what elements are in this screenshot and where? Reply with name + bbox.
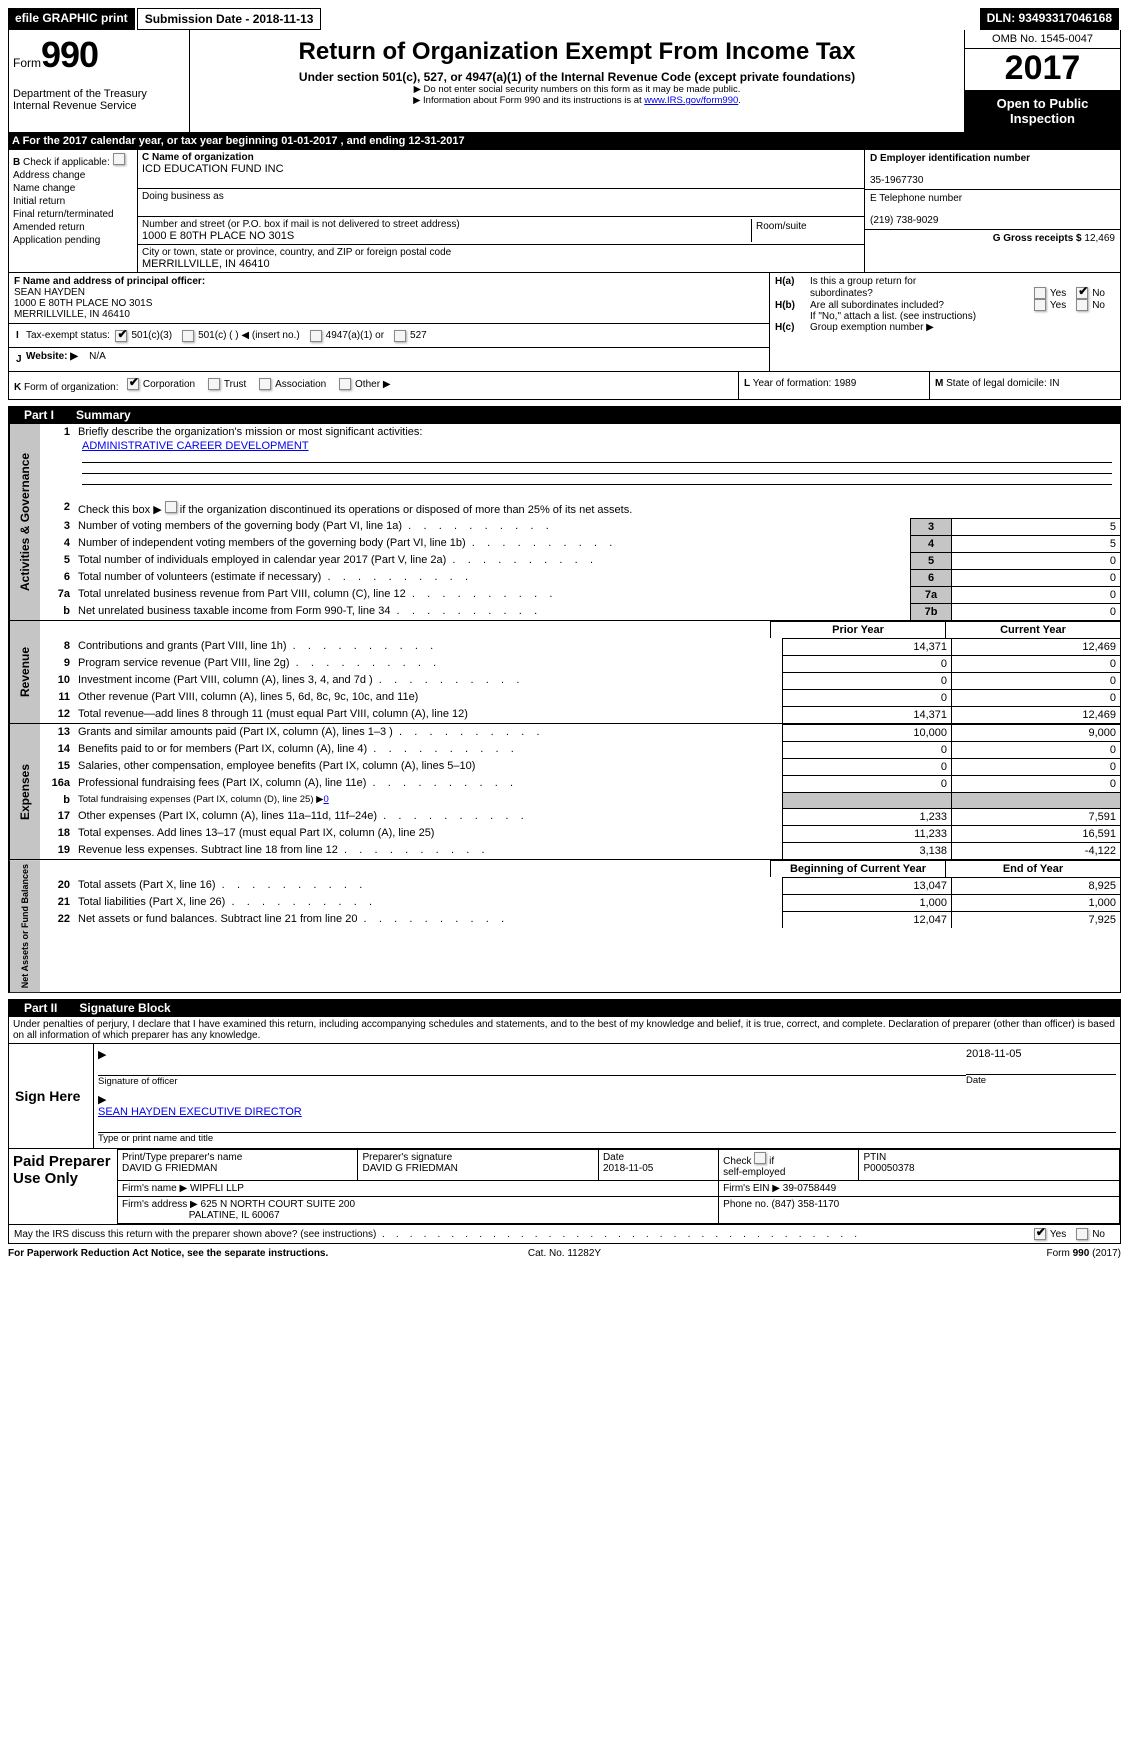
discuss-row: May the IRS discuss this return with the… (9, 1224, 1120, 1243)
opt-initial-return[interactable]: Initial return (13, 196, 133, 207)
firm-address: 625 N NORTH COURT SUITE 200 (201, 1199, 356, 1210)
vtab-revenue: Revenue (9, 621, 40, 723)
l8-prior: 14,371 (782, 638, 951, 655)
info-note: ▶ Information about Form 990 and its ins… (196, 95, 958, 106)
preparer-sig: DAVID G FRIEDMAN (362, 1163, 457, 1174)
org-name: ICD EDUCATION FUND INC (142, 163, 284, 175)
box-h: H(a)Is this a group return for subordina… (769, 273, 1120, 371)
vtab-activities: Activities & Governance (9, 424, 40, 620)
open-public: Open to Public Inspection (965, 90, 1120, 132)
dept-treasury: Department of the Treasury (13, 88, 185, 100)
col-b-check: B Check if applicable: Address change Na… (9, 150, 138, 272)
summary-netassets: Net Assets or Fund Balances Beginning of… (8, 860, 1121, 993)
ssn-note: ▶ Do not enter social security numbers o… (196, 84, 958, 95)
cb-self-employed[interactable] (754, 1152, 766, 1164)
year-formation: 1989 (834, 378, 856, 389)
col-c-org: C Name of organizationICD EDUCATION FUND… (138, 150, 864, 272)
vtab-netassets: Net Assets or Fund Balances (9, 860, 40, 992)
line3-val: 5 (951, 518, 1120, 535)
room-suite: Room/suite (751, 219, 860, 242)
cb-trust[interactable] (208, 378, 220, 390)
irs-link[interactable]: www.IRS.gov/form990 (644, 95, 738, 106)
opt-final-return[interactable]: Final return/terminated (13, 209, 133, 220)
hb-yes[interactable] (1034, 299, 1046, 311)
row-a-tax-year: A For the 2017 calendar year, or tax yea… (8, 133, 1121, 150)
cb-4947[interactable] (310, 330, 322, 342)
col-d: D Employer identification number35-19677… (864, 150, 1120, 272)
l8-curr: 12,469 (951, 638, 1120, 655)
ha-no[interactable] (1076, 287, 1088, 299)
summary-activities: Activities & Governance 1Briefly describ… (8, 424, 1121, 621)
form-subtitle: Under section 501(c), 527, or 4947(a)(1)… (196, 70, 958, 84)
line5-val: 0 (951, 552, 1120, 569)
cb-501c[interactable] (182, 330, 194, 342)
l12-curr: 12,469 (951, 706, 1120, 723)
footer: For Paperwork Reduction Act Notice, see … (8, 1248, 1121, 1259)
website: N/A (89, 351, 106, 368)
city: MERRILLVILLE, IN 46410 (142, 258, 270, 270)
mission: ADMINISTRATIVE CAREER DEVELOPMENT (82, 440, 309, 452)
part2-header: Part IISignature Block (8, 999, 1121, 1017)
irs: Internal Revenue Service (13, 100, 185, 112)
telephone: (219) 738-9029 (870, 215, 938, 226)
cb-assoc[interactable] (259, 378, 271, 390)
entity-box: B Check if applicable: Address change Na… (8, 150, 1121, 273)
opt-address-change[interactable]: Address change (13, 170, 133, 181)
check-applicable-icon[interactable] (113, 153, 125, 165)
form-title: Return of Organization Exempt From Incom… (196, 34, 958, 66)
part1-header: Part ISummary (8, 406, 1121, 424)
preparer-name: DAVID G FRIEDMAN (122, 1163, 217, 1174)
firm-name: WIPFLI LLP (190, 1183, 244, 1194)
form-number: 990 (41, 34, 98, 75)
cb-other[interactable] (339, 378, 351, 390)
discuss-no[interactable] (1076, 1228, 1088, 1240)
street: 1000 E 80TH PLACE NO 301S (142, 230, 294, 242)
discuss-yes[interactable] (1034, 1228, 1046, 1240)
penalties-text: Under penalties of perjury, I declare th… (8, 1017, 1121, 1044)
line7b-val: 0 (951, 603, 1120, 620)
paid-preparer: Paid Preparer Use Only Print/Type prepar… (9, 1148, 1120, 1224)
submission-date: Submission Date - 2018-11-13 (137, 8, 322, 30)
summary-expenses: Expenses 13Grants and similar amounts pa… (8, 724, 1121, 860)
hb-no[interactable] (1076, 299, 1088, 311)
ein: 35-1967730 (870, 175, 923, 186)
klm-row: K Form of organization: Corporation Trus… (8, 372, 1121, 400)
officer-name: SEAN HAYDEN (14, 287, 85, 298)
ha-yes[interactable] (1034, 287, 1046, 299)
top-bar: efile GRAPHIC print Submission Date - 20… (8, 8, 1121, 30)
cb-527[interactable] (394, 330, 406, 342)
line6-val: 0 (951, 569, 1120, 586)
gross-receipts: 12,469 (1084, 233, 1115, 244)
summary-revenue: Revenue Prior YearCurrent Year 8Contribu… (8, 621, 1121, 724)
form-header: Form990 Department of the Treasury Inter… (8, 30, 1121, 133)
omb-number: OMB No. 1545-0047 (965, 30, 1120, 49)
firm-ein: 39-0758449 (783, 1183, 836, 1194)
state-domicile: IN (1050, 378, 1060, 389)
tax-year: 2017 (965, 49, 1120, 90)
sign-date: 2018-11-05 (966, 1048, 1116, 1060)
line7a-val: 0 (951, 586, 1120, 603)
l16b-val: 0 (323, 794, 328, 805)
firm-phone: (847) 358-1170 (772, 1199, 840, 1210)
ptin: P00050378 (863, 1163, 914, 1174)
efile-button[interactable]: efile GRAPHIC print (8, 8, 137, 30)
cb-501c3[interactable] (115, 330, 127, 342)
preparer-date: 2018-11-05 (603, 1163, 653, 1174)
cb-discontinued[interactable] (165, 501, 177, 513)
opt-amended-return[interactable]: Amended return (13, 222, 133, 233)
opt-name-change[interactable]: Name change (13, 183, 133, 194)
form-label: Form (13, 56, 41, 70)
vtab-expenses: Expenses (9, 724, 40, 859)
box-f: F Name and address of principal officer:… (9, 273, 769, 324)
l12-prior: 14,371 (782, 706, 951, 723)
cb-corp[interactable] (127, 378, 139, 390)
opt-application-pending[interactable]: Application pending (13, 235, 133, 246)
line4-val: 5 (951, 535, 1120, 552)
sign-here: Sign Here ▶ Signature of officer 2018-11… (9, 1044, 1120, 1148)
fh-row: F Name and address of principal officer:… (8, 273, 1121, 372)
dln: DLN: 93493317046168 (980, 8, 1121, 30)
officer-print-name: SEAN HAYDEN EXECUTIVE DIRECTOR (98, 1106, 1116, 1118)
